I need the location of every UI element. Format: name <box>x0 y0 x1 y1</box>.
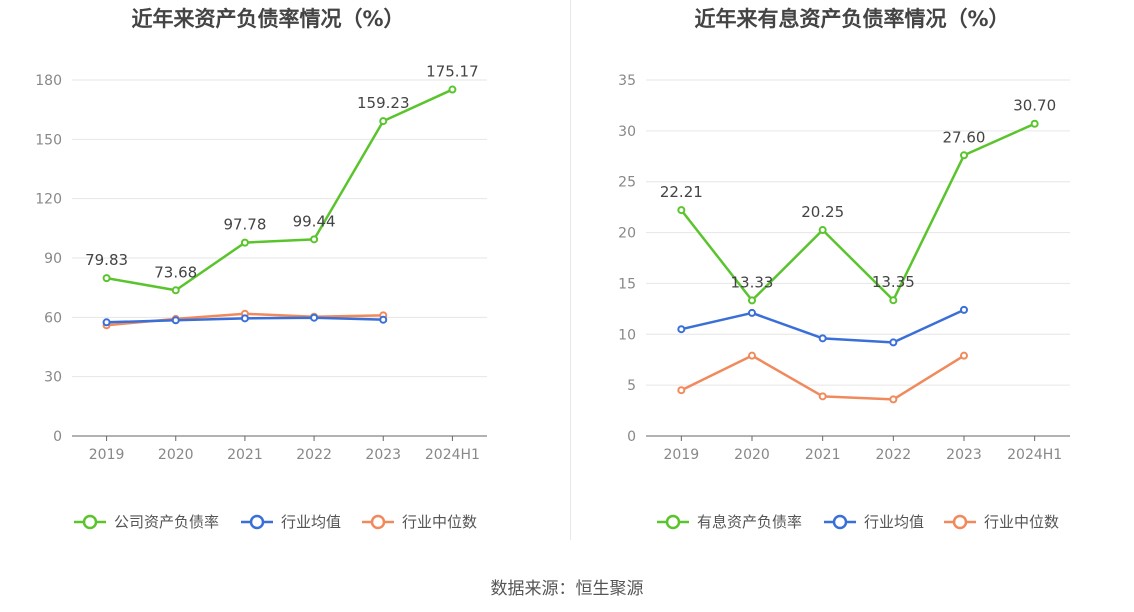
legend-item-avg: 行业均值 <box>824 513 924 531</box>
x-tick-label: 2019 <box>89 447 125 463</box>
legend-marker-icon <box>370 514 386 530</box>
y-tick-label: 30 <box>618 124 636 140</box>
data-point-company <box>448 85 457 94</box>
data-point-avg <box>889 338 898 347</box>
data-point-avg <box>102 318 111 327</box>
x-tick-label: 2019 <box>664 447 700 463</box>
data-point-avg <box>379 315 388 324</box>
legend-label: 行业均值 <box>864 513 924 531</box>
x-tick-label: 2024H1 <box>1007 447 1062 463</box>
data-point-median <box>748 351 756 360</box>
data-point-company <box>379 117 388 126</box>
data-label: 79.83 <box>85 251 128 269</box>
interest-debt-ratio-chart: 近年来有息资产负债率情况（%） 0 5 10 15 20 25 30 35 2019 2020 202… <box>618 7 1070 531</box>
x-tick-label: 2020 <box>734 447 770 463</box>
data-point-company <box>240 238 249 247</box>
data-point-avg <box>171 316 180 325</box>
y-tick-label: 120 <box>35 192 62 208</box>
y-tick-label: 90 <box>44 251 62 267</box>
legend-item-company: 公司资产负债率 <box>74 513 219 531</box>
legend-label: 公司资产负债率 <box>114 513 219 531</box>
data-label: 73.68 <box>154 263 197 281</box>
y-tick-label: 25 <box>618 175 636 191</box>
data-point-avg <box>960 305 968 314</box>
legend-marker-icon <box>249 514 265 530</box>
data-point-company <box>818 226 827 235</box>
data-point-median <box>889 395 898 404</box>
x-tick-label: 2021 <box>805 447 841 463</box>
legend-marker-icon <box>952 514 968 530</box>
data-point-company <box>677 206 686 215</box>
legend-label: 有息资产负债率 <box>697 513 802 531</box>
y-tick-label: 60 <box>44 310 62 326</box>
data-point-company <box>960 151 968 160</box>
x-tick-label: 2023 <box>946 447 982 463</box>
data-point-company <box>1030 119 1039 128</box>
legend-marker-icon <box>665 514 681 530</box>
x-tick-label: 2022 <box>876 447 912 463</box>
data-point-median <box>818 392 827 401</box>
data-point-avg <box>240 314 249 323</box>
x-tick-label: 2023 <box>365 447 401 463</box>
legend-item-company: 有息资产负债率 <box>657 513 802 531</box>
data-point-median <box>677 386 686 395</box>
debt-ratio-chart: 近年来资产负债率情况（%） 0 30 60 90 120 150 180 2019 2020 202… <box>35 7 487 531</box>
legend-item-median: 行业中位数 <box>362 513 477 531</box>
data-point-company <box>310 235 319 244</box>
series-line-company <box>680 122 1036 302</box>
data-label: 22.21 <box>660 183 703 201</box>
legend-item-median: 行业中位数 <box>944 513 1059 531</box>
source-note: 数据来源：恒生聚源 <box>490 579 644 599</box>
y-tick-label: 0 <box>627 429 636 445</box>
x-tick-label: 2024H1 <box>425 447 480 463</box>
legend-item-avg: 行业均值 <box>241 513 341 531</box>
y-tick-label: 180 <box>35 73 62 89</box>
legend-label: 行业均值 <box>281 513 341 531</box>
data-label: 20.25 <box>801 203 844 221</box>
x-tick-label: 2020 <box>158 447 194 463</box>
y-tick-label: 35 <box>618 73 636 89</box>
legend-label: 行业中位数 <box>984 513 1059 531</box>
data-label: 99.44 <box>293 212 336 230</box>
data-point-median <box>960 351 968 360</box>
y-tick-label: 10 <box>618 327 636 343</box>
data-point-company <box>889 296 898 305</box>
data-label: 27.60 <box>943 128 986 146</box>
y-tick-label: 20 <box>618 226 636 242</box>
data-label: 175.17 <box>426 63 479 81</box>
data-point-avg <box>748 308 756 317</box>
data-label: 13.33 <box>731 273 774 291</box>
legend-marker-icon <box>832 514 848 530</box>
data-label: 159.23 <box>357 94 410 112</box>
data-point-avg <box>677 325 686 334</box>
data-point-avg <box>818 334 827 343</box>
data-point-company <box>171 286 180 295</box>
legend-marker-icon <box>82 514 98 530</box>
data-label: 13.35 <box>872 273 915 291</box>
chart-title: 近年来有息资产负债率情况（%） <box>694 7 1009 31</box>
data-label: 97.78 <box>223 216 266 234</box>
data-point-company <box>748 296 756 305</box>
x-tick-label: 2021 <box>227 447 263 463</box>
data-point-company <box>102 274 111 283</box>
data-point-avg <box>310 313 319 322</box>
x-tick-label: 2022 <box>296 447 332 463</box>
y-tick-label: 30 <box>44 370 62 386</box>
chart-title: 近年来资产负债率情况（%） <box>131 7 404 31</box>
panel-divider <box>570 0 571 540</box>
data-label: 30.70 <box>1013 97 1056 115</box>
y-tick-label: 15 <box>618 276 636 292</box>
y-tick-label: 150 <box>35 132 62 148</box>
y-tick-label: 0 <box>53 429 62 445</box>
y-tick-label: 5 <box>627 378 636 394</box>
legend-label: 行业中位数 <box>402 513 477 531</box>
series-line-company <box>106 88 453 292</box>
